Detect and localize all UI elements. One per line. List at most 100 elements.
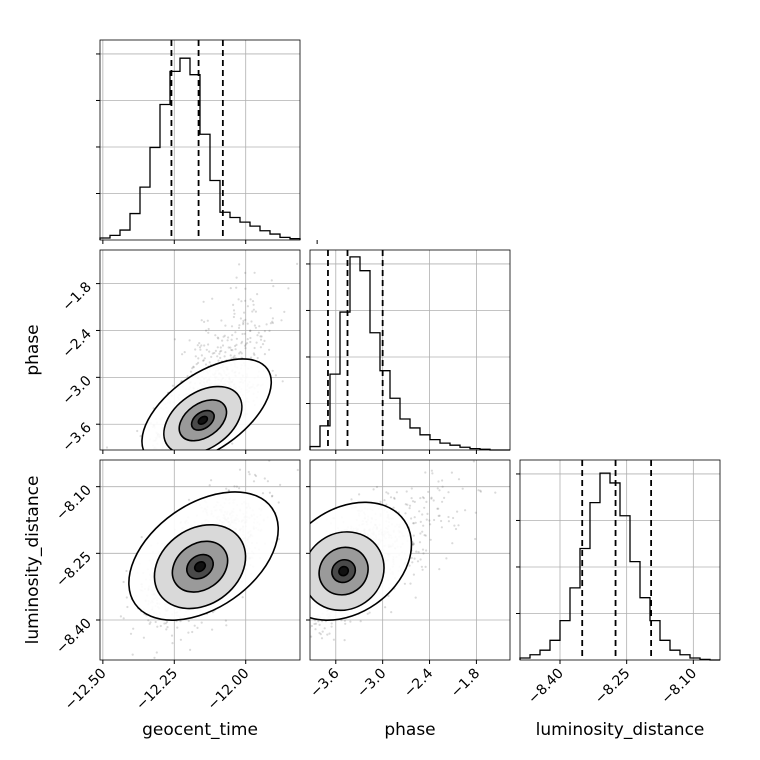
sample-point [456, 447, 458, 449]
sample-point [366, 612, 369, 615]
sample-point [234, 348, 237, 351]
sample-point [229, 287, 232, 290]
sample-point [231, 349, 234, 352]
sample-point [412, 573, 415, 576]
sample-point [148, 622, 151, 626]
sample-point [412, 522, 415, 525]
sample-point [263, 330, 266, 333]
sample-point [295, 579, 297, 581]
sample-point [323, 627, 326, 630]
y-tick-label: −8.25 [53, 549, 95, 591]
sample-point [420, 565, 423, 568]
sample-point [274, 374, 277, 377]
sample-point [187, 619, 190, 623]
sample-point [241, 340, 244, 343]
sample-point [242, 319, 245, 322]
sample-point [223, 334, 226, 337]
sample-point [149, 621, 152, 624]
sample-point [260, 335, 263, 338]
sample-point [238, 324, 241, 327]
sample-point [197, 453, 199, 455]
sample-point [211, 352, 214, 355]
scatter-points [105, 262, 303, 467]
sample-point [244, 343, 247, 346]
sample-point [304, 581, 306, 583]
sample-point [241, 596, 244, 599]
sample-point [139, 435, 142, 438]
sample-point [233, 354, 236, 357]
sample-point [297, 591, 299, 593]
sample-point [146, 451, 148, 453]
sample-point [203, 357, 206, 360]
sample-point [210, 355, 213, 358]
sample-point [154, 620, 157, 624]
x-tick-label: −2.4 [401, 665, 436, 700]
sample-point [306, 581, 308, 583]
sample-point [280, 319, 283, 322]
sample-point [410, 497, 413, 500]
sample-point [283, 310, 286, 313]
sample-point [188, 339, 191, 342]
sample-point [227, 336, 230, 339]
sample-point [411, 561, 414, 564]
sample-point [306, 590, 308, 592]
sample-point [230, 325, 234, 328]
sample-point [430, 497, 433, 500]
sample-point [301, 264, 303, 266]
sample-point [239, 350, 242, 354]
sample-point [421, 548, 425, 551]
sample-point [205, 348, 208, 351]
sample-point [254, 310, 257, 313]
x-tick-label: −3.6 [307, 665, 342, 700]
sample-point [166, 626, 169, 629]
sample-point [216, 346, 219, 349]
sample-point [180, 451, 182, 453]
sample-point [122, 580, 125, 584]
sample-point [193, 624, 196, 627]
sample-point [243, 311, 246, 314]
sample-point [200, 354, 203, 357]
sample-point [308, 648, 310, 650]
sample-point [433, 518, 436, 522]
sample-point [155, 651, 158, 654]
sample-point [270, 279, 273, 282]
sample-point [296, 262, 299, 265]
scatter-panel-geocent_time-luminosity_distance [96, 459, 301, 664]
sample-point [438, 514, 441, 517]
sample-point [288, 593, 290, 595]
sample-point [307, 591, 309, 593]
y-tick-label: −8.40 [53, 616, 95, 658]
sample-point [202, 359, 205, 362]
sample-point [271, 369, 274, 372]
sample-point [344, 622, 347, 625]
sample-point [281, 380, 284, 383]
sample-point [202, 300, 205, 303]
sample-point [287, 287, 290, 290]
sample-point [419, 497, 422, 500]
sample-point [408, 504, 412, 507]
sample-point [305, 600, 307, 602]
sample-point [253, 346, 256, 350]
sample-point [151, 465, 153, 467]
sample-point [393, 496, 396, 499]
sample-point [277, 538, 280, 541]
sample-point [242, 323, 245, 326]
sample-point [198, 346, 202, 349]
sample-point [165, 454, 167, 456]
x-tick-label: −1.8 [448, 666, 483, 701]
y-tick-label: −1.8 [59, 279, 94, 314]
panel-content [288, 447, 510, 660]
sample-point [457, 524, 460, 527]
sample-point [214, 334, 217, 337]
sample-point [404, 503, 407, 506]
sample-point [196, 626, 199, 630]
sample-point [230, 338, 233, 341]
sample-point [244, 287, 247, 290]
sample-point [237, 298, 240, 301]
sample-point [429, 523, 432, 526]
sample-point [231, 442, 234, 445]
sample-point [170, 463, 172, 465]
sample-point [343, 639, 346, 642]
x-tick-label: −12.00 [205, 666, 253, 714]
sample-point [211, 628, 214, 631]
